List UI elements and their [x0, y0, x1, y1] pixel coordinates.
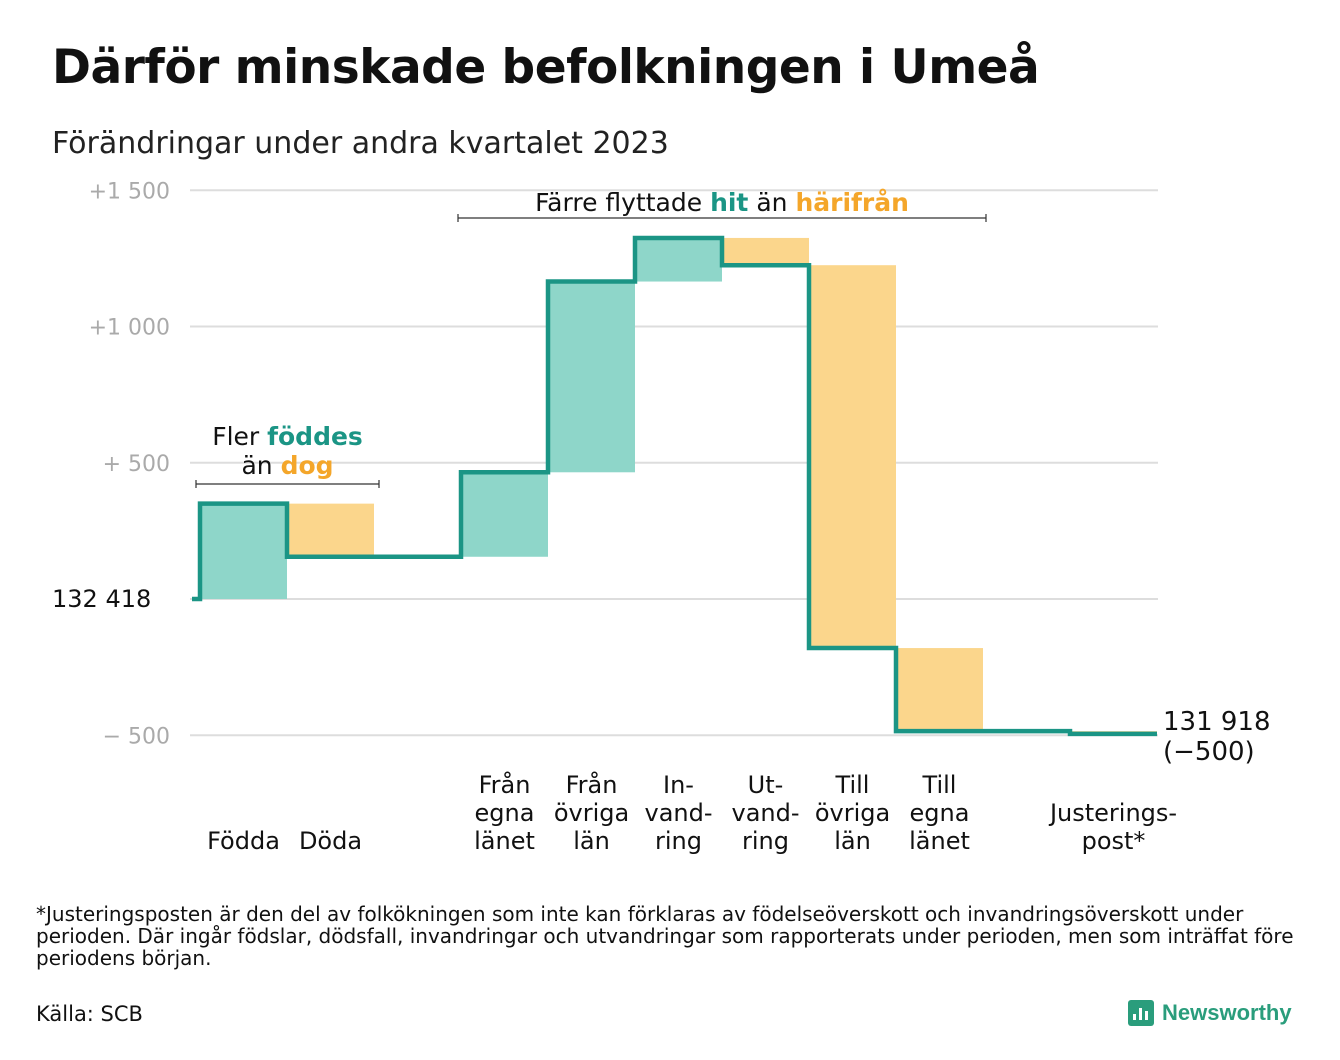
x-axis-label: Döda	[299, 827, 362, 855]
y-tick-label: + 500	[103, 452, 170, 477]
annotation-text: än dog	[241, 451, 333, 480]
x-axis-label: Till övriga län	[815, 771, 890, 855]
annotation-text: Färre flyttade hit än härifrån	[535, 188, 909, 217]
x-axis-label: Till egna länet	[909, 771, 970, 855]
x-axis-label: Ut-vand-ring	[731, 771, 799, 855]
y-axis-tick-labels: − 500 + 500 +1 000 +1 500 132 418	[52, 179, 170, 749]
decrease-bar	[287, 503, 374, 557]
decrease-bar	[809, 265, 896, 649]
grid-lines	[190, 189, 1158, 737]
end-change-label: (−500)	[1163, 737, 1255, 767]
x-axis-labels: Födda Döda Från egna länet Från övriga länIn-va…	[207, 770, 1177, 855]
increase-bar	[200, 503, 287, 599]
end-value-label: 131 918	[1163, 707, 1271, 737]
x-axis-label: Födda	[207, 827, 280, 855]
annotation-text: Fler föddes	[212, 422, 363, 451]
decrease-bar	[722, 237, 809, 266]
chart-title: Därför minskade befolkningen i Umeå	[52, 40, 1040, 95]
x-axis-label: Från egna länet	[474, 770, 535, 855]
x-axis-label: In-vand-ring	[644, 771, 712, 855]
y-tick-label: +1 500	[89, 179, 170, 204]
y-tick-label: +1 000	[89, 316, 170, 341]
brand-name: Newsworthy	[1162, 1000, 1292, 1025]
footnote: *Justeringsposten är den del av folkökni…	[36, 902, 1294, 970]
start-value-label: 132 418	[52, 585, 151, 613]
increase-bar	[548, 281, 635, 473]
x-axis-label: Justerings-post*	[1048, 799, 1177, 855]
chart-icon	[1128, 1000, 1154, 1026]
chart-subtitle: Förändringar under andra kvartalet 2023	[52, 126, 669, 161]
value-labels: 131 918(−500)	[1163, 707, 1271, 767]
source-label: Källa: SCB	[36, 1002, 143, 1026]
increase-bar	[461, 472, 548, 557]
decrease-bar	[896, 648, 983, 732]
y-tick-label: − 500	[103, 724, 170, 749]
x-axis-label: Från övriga län	[554, 770, 629, 855]
newsworthy-logo: Newsworthy	[1128, 998, 1292, 1028]
increase-bar	[635, 237, 722, 282]
bars	[200, 237, 1157, 734]
running-total-line	[192, 235, 1157, 737]
